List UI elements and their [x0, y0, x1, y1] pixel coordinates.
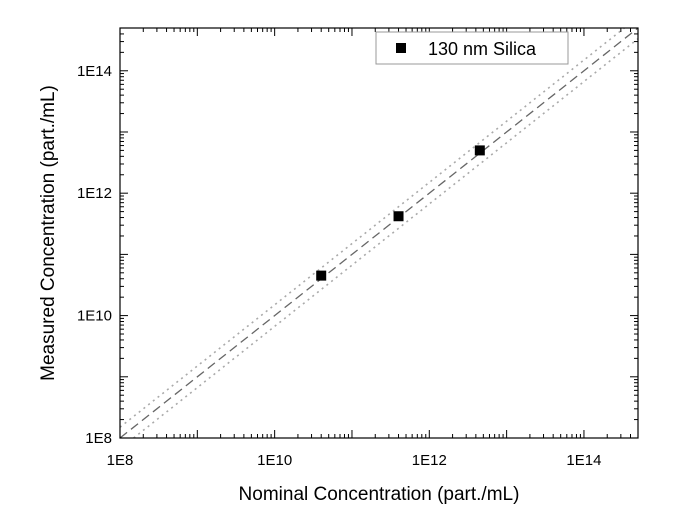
- x-tick-label: 1E12: [412, 452, 447, 469]
- y-axis-title: Measured Concentration (part./mL): [38, 85, 59, 381]
- data-point-square: [474, 145, 485, 156]
- data-point-square: [393, 211, 404, 222]
- y-tick-label: 1E12: [77, 185, 112, 202]
- x-axis-title: Nominal Concentration (part./mL): [239, 484, 520, 505]
- y-tick-label: 1E8: [85, 430, 112, 447]
- data-point-square: [316, 270, 327, 281]
- plot-frame: [119, 27, 639, 439]
- y-axis-ticks: [120, 27, 638, 439]
- tolerance-line-2: [133, 38, 639, 439]
- data-points: [316, 145, 485, 281]
- x-tick-label: 1E10: [257, 452, 292, 469]
- reference-lines: [119, 27, 639, 439]
- legend: 130 nm Silica: [375, 31, 569, 65]
- identity-line: [119, 27, 639, 439]
- y-axis-tick-labels: 1E8 1E10 1E12 1E14: [77, 63, 112, 447]
- legend-box: [375, 31, 569, 65]
- tolerance-line-1: [119, 27, 625, 428]
- x-tick-label: 1E14: [566, 452, 601, 469]
- y-tick-label: 1E10: [77, 308, 112, 325]
- y-tick-label: 1E14: [77, 63, 112, 80]
- x-tick-label: 1E8: [107, 452, 134, 469]
- x-axis-tick-labels: 1E8 1E10 1E12 1E14: [107, 452, 602, 469]
- legend-label: 130 nm Silica: [428, 39, 537, 59]
- x-axis-ticks: [119, 28, 639, 438]
- legend-marker-square: [396, 43, 406, 53]
